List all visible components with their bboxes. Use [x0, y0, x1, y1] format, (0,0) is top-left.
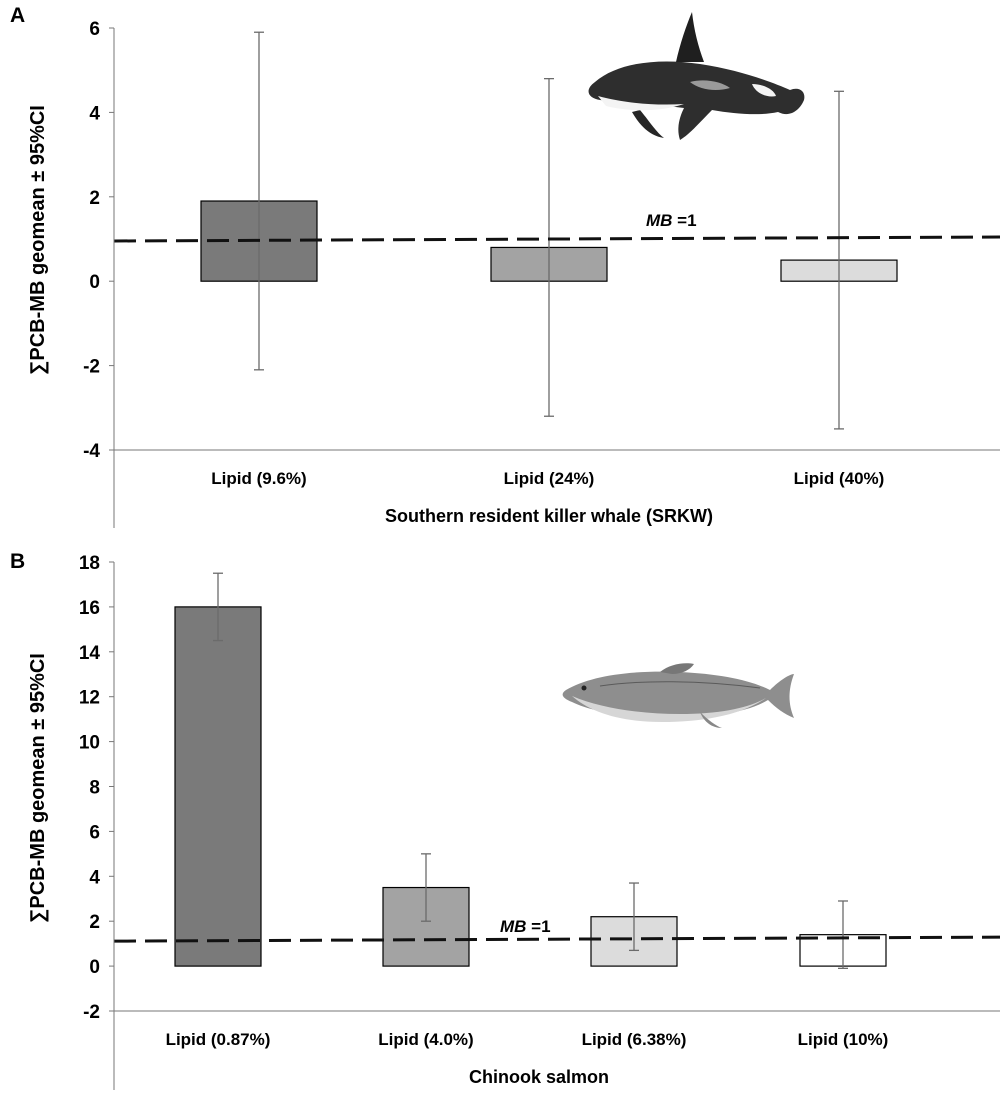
panel-a-y-tick-label: 2 — [89, 188, 100, 209]
panel-b-y-tick-label: 2 — [89, 912, 100, 933]
panel-a-y-tick-label: 4 — [89, 103, 100, 124]
panel-b-y-tick-label: 8 — [89, 778, 100, 799]
panel-a-group-label: Southern resident killer whale (SRKW) — [385, 506, 713, 526]
panel-a-y-ticks: -4 -2 0 2 4 6 — [83, 19, 114, 462]
panel-b: B ∑PCB-MB geomean ± 95%CI -2 0 2 4 6 8 10 12 14 1… — [10, 550, 1000, 1090]
panel-b-category-label-3: Lipid (6.38%) — [582, 1030, 687, 1049]
panel-b-category-label-1: Lipid (0.87%) — [166, 1030, 271, 1049]
panel-b-group-label: Chinook salmon — [469, 1067, 609, 1087]
panel-b-y-tick-label: 6 — [89, 822, 100, 843]
panel-a-mb-value: =1 — [672, 211, 696, 230]
panel-b-y-tick-label: 4 — [89, 867, 100, 888]
panel-b-mb-variable: MB — [500, 917, 526, 936]
killer-whale-icon — [588, 12, 805, 141]
panel-a-y-tick-label: 6 — [89, 19, 100, 40]
panel-b-category-labels: Lipid (0.87%) Lipid (4.0%) Lipid (6.38%) Li… — [166, 1030, 889, 1049]
panel-a-category-label-1: Lipid (9.6%) — [211, 469, 306, 488]
panel-b-y-tick-label: 14 — [79, 643, 101, 664]
panel-b-y-ticks: -2 0 2 4 6 8 10 12 14 16 18 — [79, 553, 114, 1023]
panel-b-category-label-4: Lipid (10%) — [798, 1030, 889, 1049]
panel-b-bars — [174, 606, 887, 967]
panel-b-bar-1 — [174, 606, 262, 967]
panel-a-y-tick-label: -4 — [83, 441, 100, 462]
panel-a-mb-variable: MB — [646, 211, 672, 230]
panel-b-mb-value: =1 — [526, 917, 550, 936]
salmon-icon — [562, 663, 794, 728]
panel-a-category-label-3: Lipid (40%) — [794, 469, 885, 488]
panel-b-y-tick-label: -2 — [83, 1002, 100, 1023]
panel-a-y-tick-label: -2 — [83, 357, 100, 378]
panel-b-y-tick-label: 10 — [79, 733, 100, 754]
panel-a-error-bars — [254, 31, 844, 430]
panel-b-mb-label: MB =1 — [500, 917, 551, 936]
panel-b-label: B — [10, 550, 25, 573]
panel-a: A ∑PCB-MB geomean ± 95%CI -4 -2 0 2 4 6 MB =1… — [10, 4, 1000, 528]
panel-b-error-bars — [213, 572, 848, 969]
panel-a-category-labels: Lipid (9.6%) Lipid (24%) Lipid (40%) — [211, 469, 884, 488]
panel-b-y-axis-title: ∑PCB-MB geomean ± 95%CI — [27, 653, 49, 923]
panel-a-category-label-2: Lipid (24%) — [504, 469, 595, 488]
panel-b-y-tick-label: 12 — [79, 688, 100, 709]
panel-b-y-tick-label: 18 — [79, 553, 100, 574]
panel-b-category-label-2: Lipid (4.0%) — [378, 1030, 473, 1049]
panel-b-y-tick-label: 16 — [79, 598, 100, 619]
panel-a-y-axis-title: ∑PCB-MB geomean ± 95%CI — [27, 105, 49, 375]
panel-a-y-tick-label: 0 — [89, 272, 100, 293]
panel-b-y-tick-label: 0 — [89, 957, 100, 978]
panel-b-reference-line — [113, 935, 1000, 943]
panel-a-reference-line — [113, 235, 1000, 243]
panel-a-label: A — [10, 4, 25, 27]
panel-a-mb-label: MB =1 — [646, 211, 697, 230]
